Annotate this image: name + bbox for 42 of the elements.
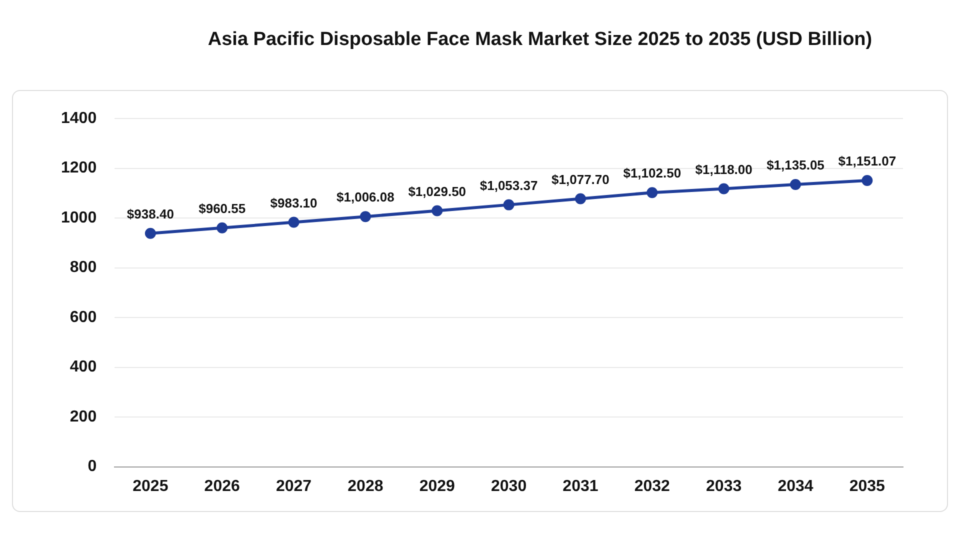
point — [144, 228, 156, 239]
data-label: $1,006.08 — [336, 190, 394, 205]
x-tick-label: 2032 — [634, 478, 670, 495]
y-tick-label: 800 — [70, 259, 97, 276]
x-tick-label: 2030 — [491, 478, 527, 495]
y-tick-label: 1200 — [61, 160, 97, 177]
point — [503, 199, 514, 210]
data-label: $1,102.50 — [623, 166, 682, 181]
x-tick-label: 2035 — [849, 478, 886, 495]
x-tick-label: 2025 — [132, 478, 168, 495]
data-label: $983.10 — [270, 195, 318, 210]
data-label: $1,151.07 — [838, 154, 896, 169]
y-tick-label: 1400 — [61, 110, 97, 128]
point — [862, 175, 873, 186]
point — [360, 211, 371, 222]
y-tick-label: 400 — [70, 358, 97, 376]
point — [574, 193, 586, 204]
data-label: $1,077.70 — [552, 172, 610, 187]
point — [646, 187, 658, 198]
data-label: $1,118.00 — [695, 162, 752, 177]
point — [432, 205, 443, 216]
y-tick-label: 200 — [70, 408, 97, 426]
x-tick-label: 2034 — [778, 478, 814, 495]
data-label: $1,053.37 — [480, 178, 538, 193]
point — [216, 222, 228, 234]
point — [718, 183, 730, 194]
y-tick-label: 0 — [88, 458, 97, 476]
x-tick-label: 2033 — [706, 478, 742, 495]
data-label: $1,029.50 — [408, 184, 466, 199]
x-tick-label: 2027 — [276, 478, 312, 495]
data-label: $938.40 — [126, 206, 174, 222]
chart-title: Asia Pacific Disposable Face Mask Market Size 2025 to 2035 (USD Billion) — [208, 29, 872, 51]
point — [288, 216, 300, 228]
x-tick-label: 2029 — [419, 478, 456, 495]
point — [790, 178, 801, 190]
data-label: $1,135.05 — [766, 158, 824, 173]
x-tick-label: 2028 — [348, 478, 384, 495]
x-tick-label: 2031 — [562, 478, 598, 495]
y-tick-label: 1000 — [61, 209, 97, 226]
y-tick-label: 600 — [70, 308, 97, 326]
x-tick-label: 2026 — [204, 478, 240, 495]
data-label: $960.55 — [198, 200, 246, 216]
